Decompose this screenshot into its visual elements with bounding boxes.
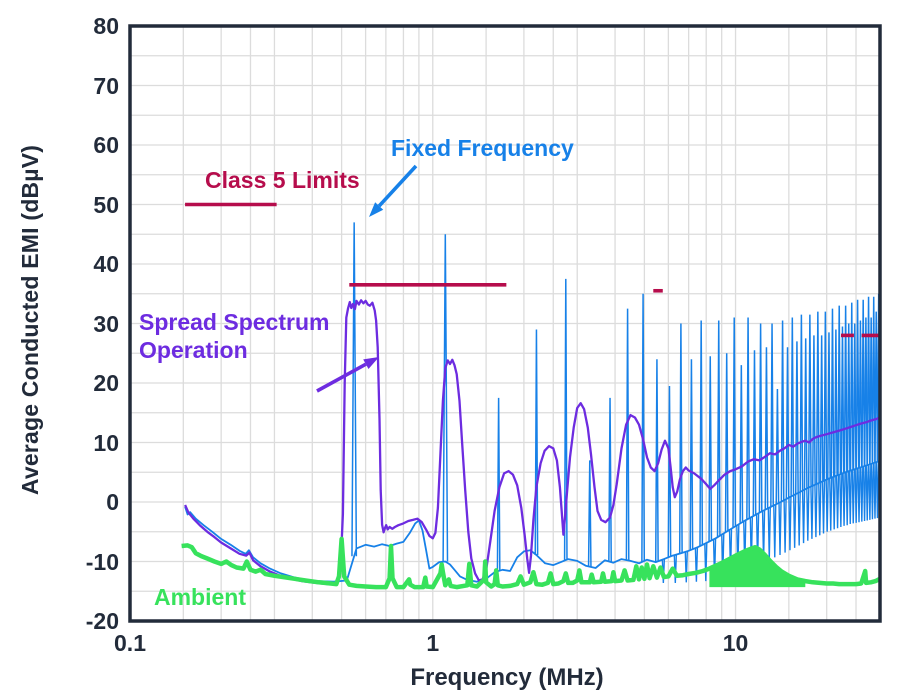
fixed-frequency-series: [184, 222, 880, 583]
ambient-annotation: Ambient: [154, 584, 246, 610]
spread-spectrum-arrow: [316, 357, 379, 393]
spread-spectrum-series: [184, 299, 880, 586]
y-axis-title: Average Conducted EMI (dBµV): [16, 144, 43, 496]
class5-limits-annotation: Class 5 Limits: [205, 167, 360, 193]
ambient-series: [181, 536, 880, 590]
plot-frame: [128, 24, 882, 623]
fixed-frequency-arrow: [369, 164, 418, 217]
spread-spectrum-annotation: Spread Spectrum Operation: [139, 309, 330, 364]
fixed-frequency-annotation: Fixed Frequency: [391, 135, 574, 161]
x-axis-title: Frequency (MHz): [410, 664, 604, 691]
class5-limit-segments: [185, 202, 880, 338]
